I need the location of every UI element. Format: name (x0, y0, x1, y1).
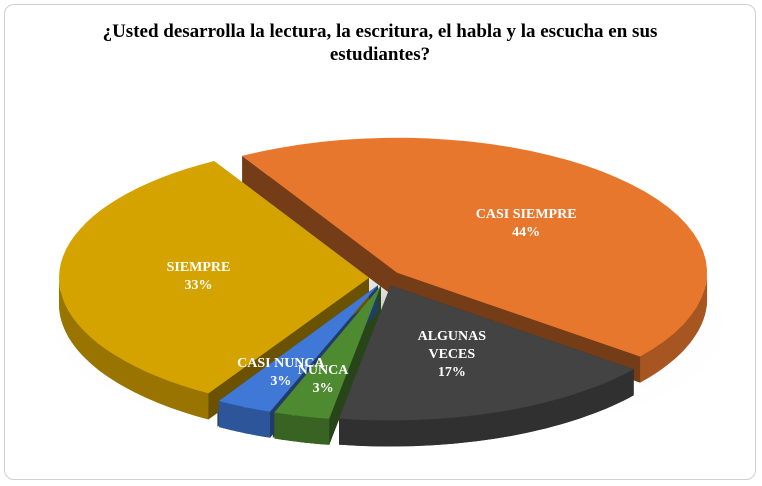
category-label: CASI NUNCA (237, 355, 325, 371)
value-label: 33% (184, 278, 213, 294)
slice (339, 285, 634, 421)
slice (218, 285, 378, 412)
slice-label: CASI NUNCA 3% (226, 355, 336, 391)
slice (274, 285, 381, 419)
slice-label: NUNCA 3% (268, 362, 378, 398)
slice-wall (274, 412, 330, 445)
chart-frame (4, 4, 756, 480)
value-label: 3% (312, 380, 334, 396)
slice-wall (339, 369, 634, 447)
slice-label: SIEMPRE 33% (144, 259, 254, 295)
slice-side (242, 155, 398, 299)
slice (242, 137, 707, 357)
value-label: 44% (512, 225, 541, 241)
category-label: NUNCA (297, 362, 349, 378)
value-label: 17% (437, 364, 466, 380)
slice-wall (59, 277, 209, 420)
slice-label: CASI SIEMPRE 44% (471, 206, 581, 242)
category-label: SIEMPRE (166, 260, 231, 276)
slice-label: ALGUNAS VECES 17% (397, 328, 507, 382)
category-label: CASI SIEMPRE (475, 207, 577, 223)
slice (59, 161, 369, 394)
chart-title: ¿Usted desarrolla la lectura, la escritu… (102, 21, 658, 65)
slice-wall (640, 272, 708, 383)
value-label: 3% (270, 373, 292, 389)
category-label: ALGUNAS VECES (417, 328, 487, 362)
slice-wall (218, 401, 270, 438)
